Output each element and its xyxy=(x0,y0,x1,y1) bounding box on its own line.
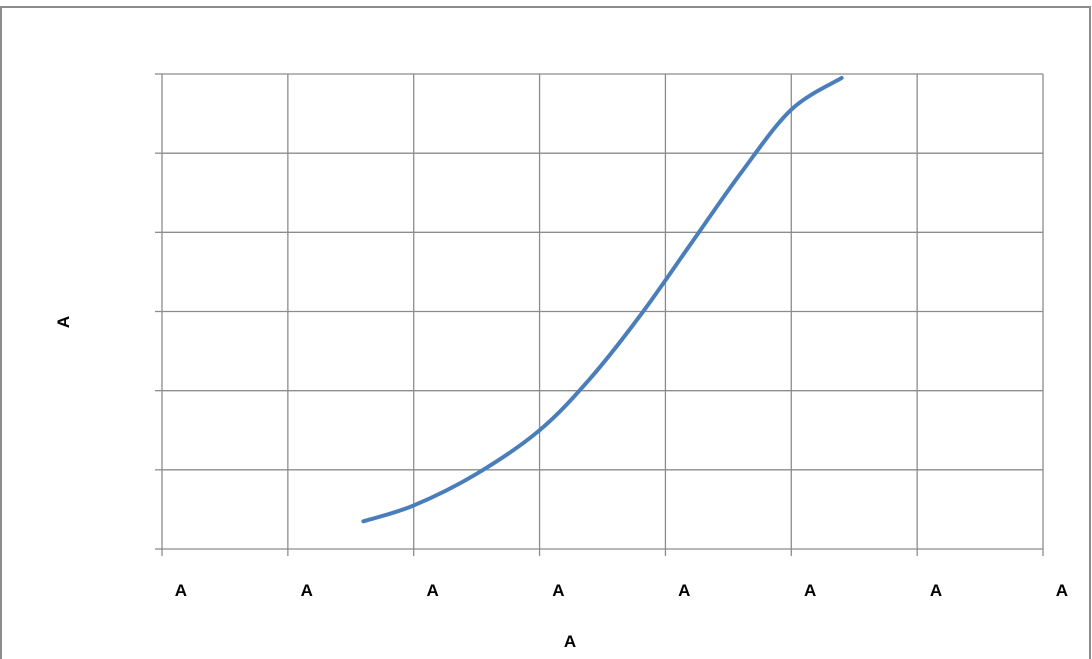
tick-marks xyxy=(155,73,1044,556)
series-line xyxy=(361,75,844,524)
gridlines xyxy=(161,73,1044,550)
x-tick-label: A xyxy=(426,581,438,600)
chart-border xyxy=(0,6,1091,659)
x-tick-label: A xyxy=(175,581,187,600)
x-axis-title: A xyxy=(564,632,576,651)
x-tick-label: A xyxy=(552,581,564,600)
x-tick-label: A xyxy=(678,581,690,600)
x-tick-label: A xyxy=(1056,581,1068,600)
y-axis-title: A xyxy=(54,316,73,328)
x-tick-label: A xyxy=(301,581,313,600)
x-tick-label: A xyxy=(804,581,816,600)
series-group xyxy=(361,75,844,524)
x-tick-label: A xyxy=(930,581,942,600)
